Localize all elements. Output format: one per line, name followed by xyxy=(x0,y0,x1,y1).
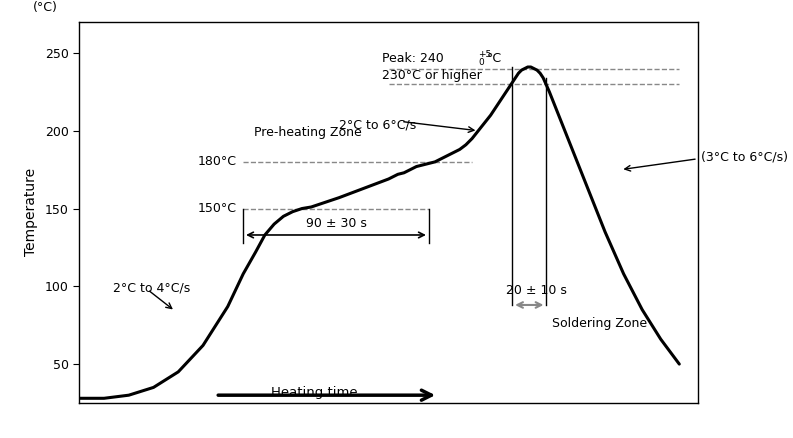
Text: 2°C to 6°C/s: 2°C to 6°C/s xyxy=(339,118,416,131)
Text: Heating time: Heating time xyxy=(271,385,358,399)
Text: 180°C: 180°C xyxy=(198,155,237,168)
Text: 20 ± 10 s: 20 ± 10 s xyxy=(506,284,567,297)
Y-axis label: Temperature: Temperature xyxy=(24,168,38,257)
Text: +5: +5 xyxy=(478,50,492,59)
Text: (3°C to 6°C/s): (3°C to 6°C/s) xyxy=(701,151,788,164)
Text: 90 ± 30 s: 90 ± 30 s xyxy=(305,217,366,230)
Text: 150°C: 150°C xyxy=(198,202,237,215)
Text: Soldering Zone: Soldering Zone xyxy=(553,318,648,330)
Text: (°C): (°C) xyxy=(33,1,58,14)
Text: 0: 0 xyxy=(478,58,484,67)
Text: Peak: 240: Peak: 240 xyxy=(382,53,448,65)
Text: °C: °C xyxy=(486,53,501,65)
Text: 230°C or higher: 230°C or higher xyxy=(382,69,482,82)
Text: Pre-heating Zone: Pre-heating Zone xyxy=(255,126,362,138)
Text: 2°C to 4°C/s: 2°C to 4°C/s xyxy=(113,282,190,295)
